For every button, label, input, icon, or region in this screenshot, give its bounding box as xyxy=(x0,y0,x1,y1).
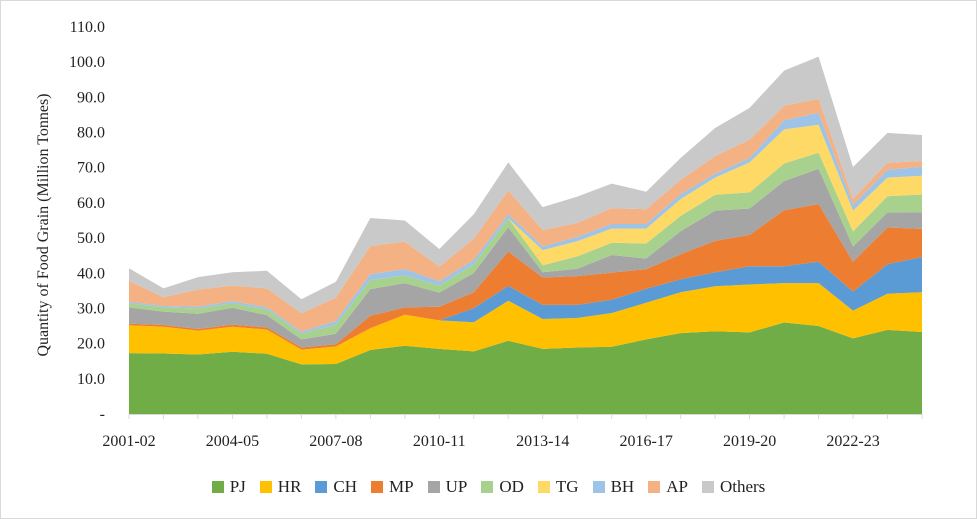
legend-label: HR xyxy=(277,477,302,496)
legend-item-mp: MP xyxy=(371,477,414,497)
legend-label: UP xyxy=(445,477,468,496)
legend-swatch xyxy=(701,481,714,493)
y-tick-label: 40.0 xyxy=(77,265,105,282)
y-tick-label: 80.0 xyxy=(77,125,105,142)
legend-item-od: OD xyxy=(481,477,524,497)
legend-swatch xyxy=(315,481,328,493)
y-tick-label: 50.0 xyxy=(77,230,105,247)
legend-swatch xyxy=(211,481,224,493)
legend-swatch xyxy=(371,481,384,493)
legend-item-others: Others xyxy=(701,477,766,497)
legend: PJ HR CH MP UP OD TG BH AP Others xyxy=(0,474,977,500)
x-tick-label: 2022-23 xyxy=(826,433,879,450)
legend-item-ap: AP xyxy=(648,477,688,497)
legend-label: TG xyxy=(555,477,579,496)
area-mp xyxy=(129,204,922,350)
y-tick-label: 20.0 xyxy=(77,336,105,353)
legend-label: Others xyxy=(719,477,766,496)
x-tick-label: 2007-08 xyxy=(309,433,362,450)
y-axis-label: Quantity of Food Grain (Million Tonnes) xyxy=(35,93,52,356)
y-tick-label: 10.0 xyxy=(77,371,105,388)
legend-item-bh: BH xyxy=(592,477,635,497)
legend-label: CH xyxy=(333,477,358,496)
area-tg xyxy=(129,124,922,334)
x-tick-label: 2010-11 xyxy=(413,433,466,450)
area-ch xyxy=(129,257,922,350)
y-tick-label: 110.0 xyxy=(70,19,105,36)
x-tick-label: 2013-14 xyxy=(516,433,569,450)
y-tick-label: 70.0 xyxy=(77,160,105,177)
area-pj xyxy=(129,322,922,414)
x-tick-label: 2001-02 xyxy=(102,433,155,450)
y-tick-label: 100.0 xyxy=(69,54,105,71)
x-tick-label: 2004-05 xyxy=(206,433,259,450)
legend-item-tg: TG xyxy=(537,477,579,497)
legend-item-ch: CH xyxy=(315,477,357,497)
y-tick-label: 30.0 xyxy=(77,300,105,317)
y-tick-label: 90.0 xyxy=(77,89,105,106)
legend-swatch xyxy=(259,481,272,493)
legend-swatch xyxy=(481,481,494,493)
y-tick-label: - xyxy=(100,406,105,423)
legend-label: BH xyxy=(610,477,635,496)
area-layers xyxy=(129,56,922,414)
legend-label: PJ xyxy=(229,477,246,496)
legend-label: OD xyxy=(499,477,524,496)
area-od xyxy=(129,152,922,340)
x-tick-label: 2019-20 xyxy=(723,433,776,450)
legend-item-hr: HR xyxy=(259,477,302,497)
legend-item-up: UP xyxy=(427,477,468,497)
legend-swatch xyxy=(592,481,605,493)
legend-label: AP xyxy=(666,477,688,496)
area-ap xyxy=(129,98,922,332)
x-tick-label: 2016-17 xyxy=(620,433,673,450)
axes: - 10.0 20.0 30.0 40.0 50.0 60.0 70.0 80.0 90.0 100… xyxy=(69,19,923,450)
legend-item-pj: PJ xyxy=(211,477,246,497)
area-up xyxy=(129,168,922,348)
area-others xyxy=(129,56,922,314)
legend-label: MP xyxy=(389,477,414,496)
legend-swatch xyxy=(537,481,550,493)
area-hr xyxy=(129,283,922,365)
legend-swatch xyxy=(648,481,661,493)
y-tick-label: 60.0 xyxy=(77,195,105,212)
legend-swatch xyxy=(427,481,440,493)
